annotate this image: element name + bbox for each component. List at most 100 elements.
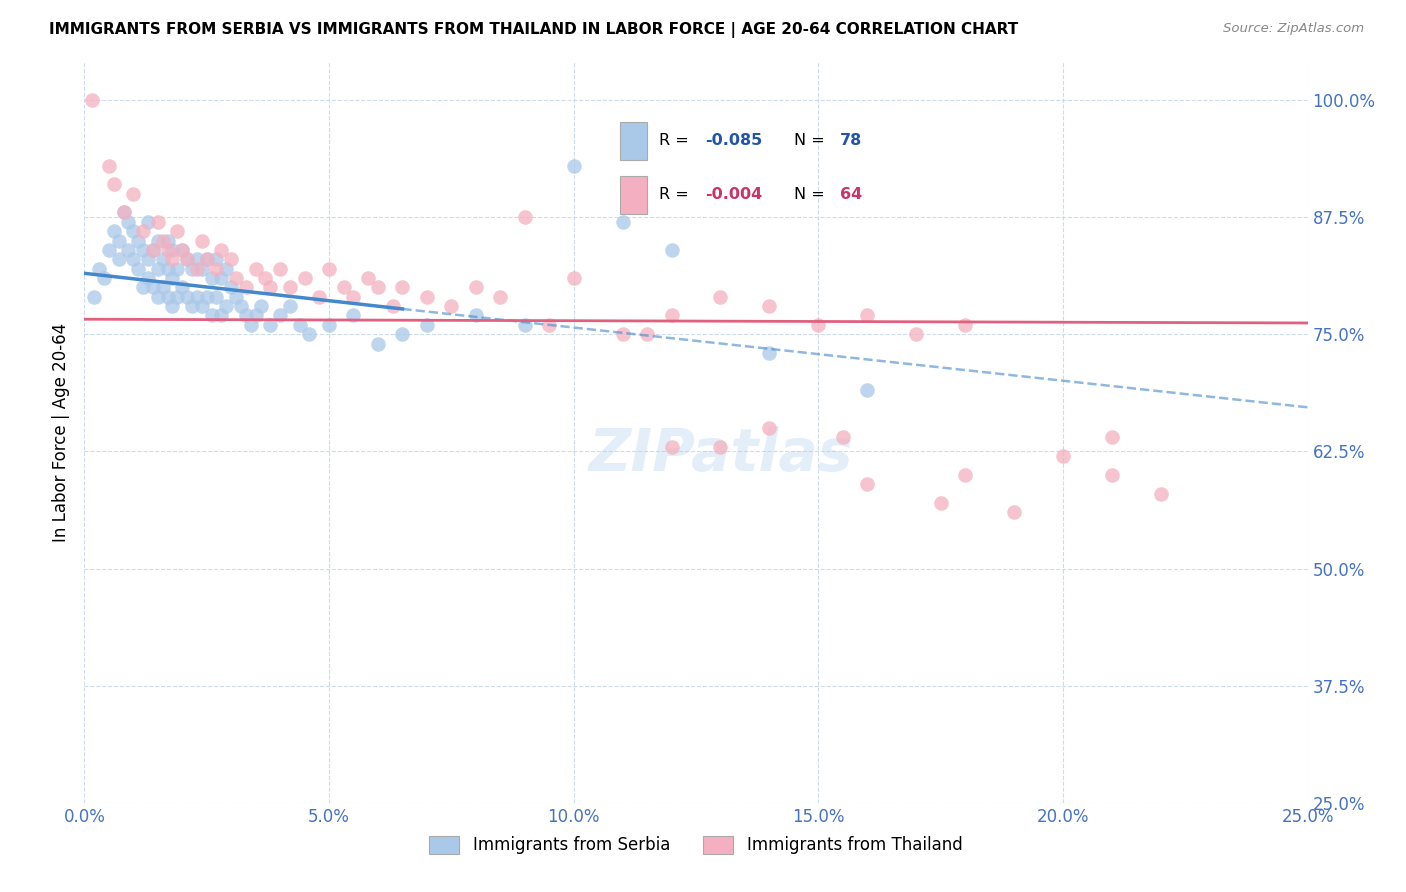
Point xyxy=(856,384,879,398)
Point xyxy=(103,178,125,192)
Point xyxy=(112,205,135,219)
Point xyxy=(209,309,232,323)
Point xyxy=(142,243,165,257)
Point xyxy=(235,309,257,323)
Point xyxy=(136,252,159,267)
Point xyxy=(235,280,257,294)
Point xyxy=(166,290,188,304)
Point xyxy=(156,243,179,257)
Point xyxy=(122,186,145,201)
Point xyxy=(758,346,780,360)
Point xyxy=(186,252,208,267)
Point xyxy=(464,309,486,323)
Point xyxy=(278,280,301,294)
Point xyxy=(136,215,159,229)
Point xyxy=(513,318,536,332)
Point xyxy=(661,309,683,323)
Point xyxy=(391,280,413,294)
Point xyxy=(127,234,149,248)
Point xyxy=(636,327,658,342)
Point xyxy=(215,261,238,276)
Point xyxy=(195,290,218,304)
Point xyxy=(416,318,439,332)
Point xyxy=(107,234,129,248)
Point xyxy=(146,261,169,276)
Point xyxy=(146,234,169,248)
Point xyxy=(219,280,242,294)
Point xyxy=(176,252,198,267)
Point xyxy=(661,440,683,454)
Point xyxy=(132,243,155,257)
Point xyxy=(357,271,380,285)
Point xyxy=(152,280,174,294)
Point xyxy=(200,271,222,285)
Point xyxy=(709,440,731,454)
Point xyxy=(831,430,853,444)
Point xyxy=(117,243,139,257)
Point xyxy=(162,243,184,257)
Point xyxy=(136,271,159,285)
Point xyxy=(953,318,976,332)
Point xyxy=(294,271,316,285)
Point xyxy=(195,252,218,267)
Point xyxy=(146,215,169,229)
Point xyxy=(709,290,731,304)
Point xyxy=(132,280,155,294)
Point xyxy=(1150,486,1173,500)
Point xyxy=(513,210,536,224)
Point xyxy=(215,299,238,313)
Point xyxy=(191,261,214,276)
Point xyxy=(186,290,208,304)
Point xyxy=(97,243,120,257)
Point xyxy=(308,290,330,304)
Point xyxy=(142,280,165,294)
Point xyxy=(152,234,174,248)
Point xyxy=(122,224,145,238)
Point xyxy=(245,261,267,276)
Point xyxy=(83,290,105,304)
Point xyxy=(162,252,184,267)
Point xyxy=(612,215,634,229)
Point xyxy=(172,243,194,257)
Point xyxy=(367,336,389,351)
Point xyxy=(562,271,585,285)
Point xyxy=(225,271,247,285)
Point xyxy=(191,299,214,313)
Text: IMMIGRANTS FROM SERBIA VS IMMIGRANTS FROM THAILAND IN LABOR FORCE | AGE 20-64 CO: IMMIGRANTS FROM SERBIA VS IMMIGRANTS FRO… xyxy=(49,22,1018,38)
Point xyxy=(205,290,228,304)
Point xyxy=(758,421,780,435)
Point xyxy=(209,243,232,257)
Point xyxy=(929,496,952,510)
Point xyxy=(381,299,404,313)
Point xyxy=(205,252,228,267)
Point xyxy=(298,327,321,342)
Point xyxy=(162,299,184,313)
Point xyxy=(259,280,281,294)
Point xyxy=(391,327,413,342)
Point xyxy=(489,290,512,304)
Point xyxy=(953,467,976,482)
Point xyxy=(269,309,291,323)
Point xyxy=(225,290,247,304)
Point xyxy=(80,93,103,107)
Point xyxy=(176,252,198,267)
Point xyxy=(254,271,277,285)
Y-axis label: In Labor Force | Age 20-64: In Labor Force | Age 20-64 xyxy=(52,323,70,542)
Point xyxy=(195,252,218,267)
Point xyxy=(1052,449,1074,463)
Point xyxy=(200,309,222,323)
Point xyxy=(288,318,311,332)
Point xyxy=(342,290,364,304)
Point xyxy=(464,280,486,294)
Text: Source: ZipAtlas.com: Source: ZipAtlas.com xyxy=(1223,22,1364,36)
Point xyxy=(127,261,149,276)
Point xyxy=(162,271,184,285)
Point xyxy=(318,318,340,332)
Point xyxy=(1101,430,1123,444)
Point xyxy=(332,280,354,294)
Point xyxy=(176,290,198,304)
Point xyxy=(318,261,340,276)
Point xyxy=(856,309,879,323)
Point xyxy=(758,299,780,313)
Point xyxy=(156,234,179,248)
